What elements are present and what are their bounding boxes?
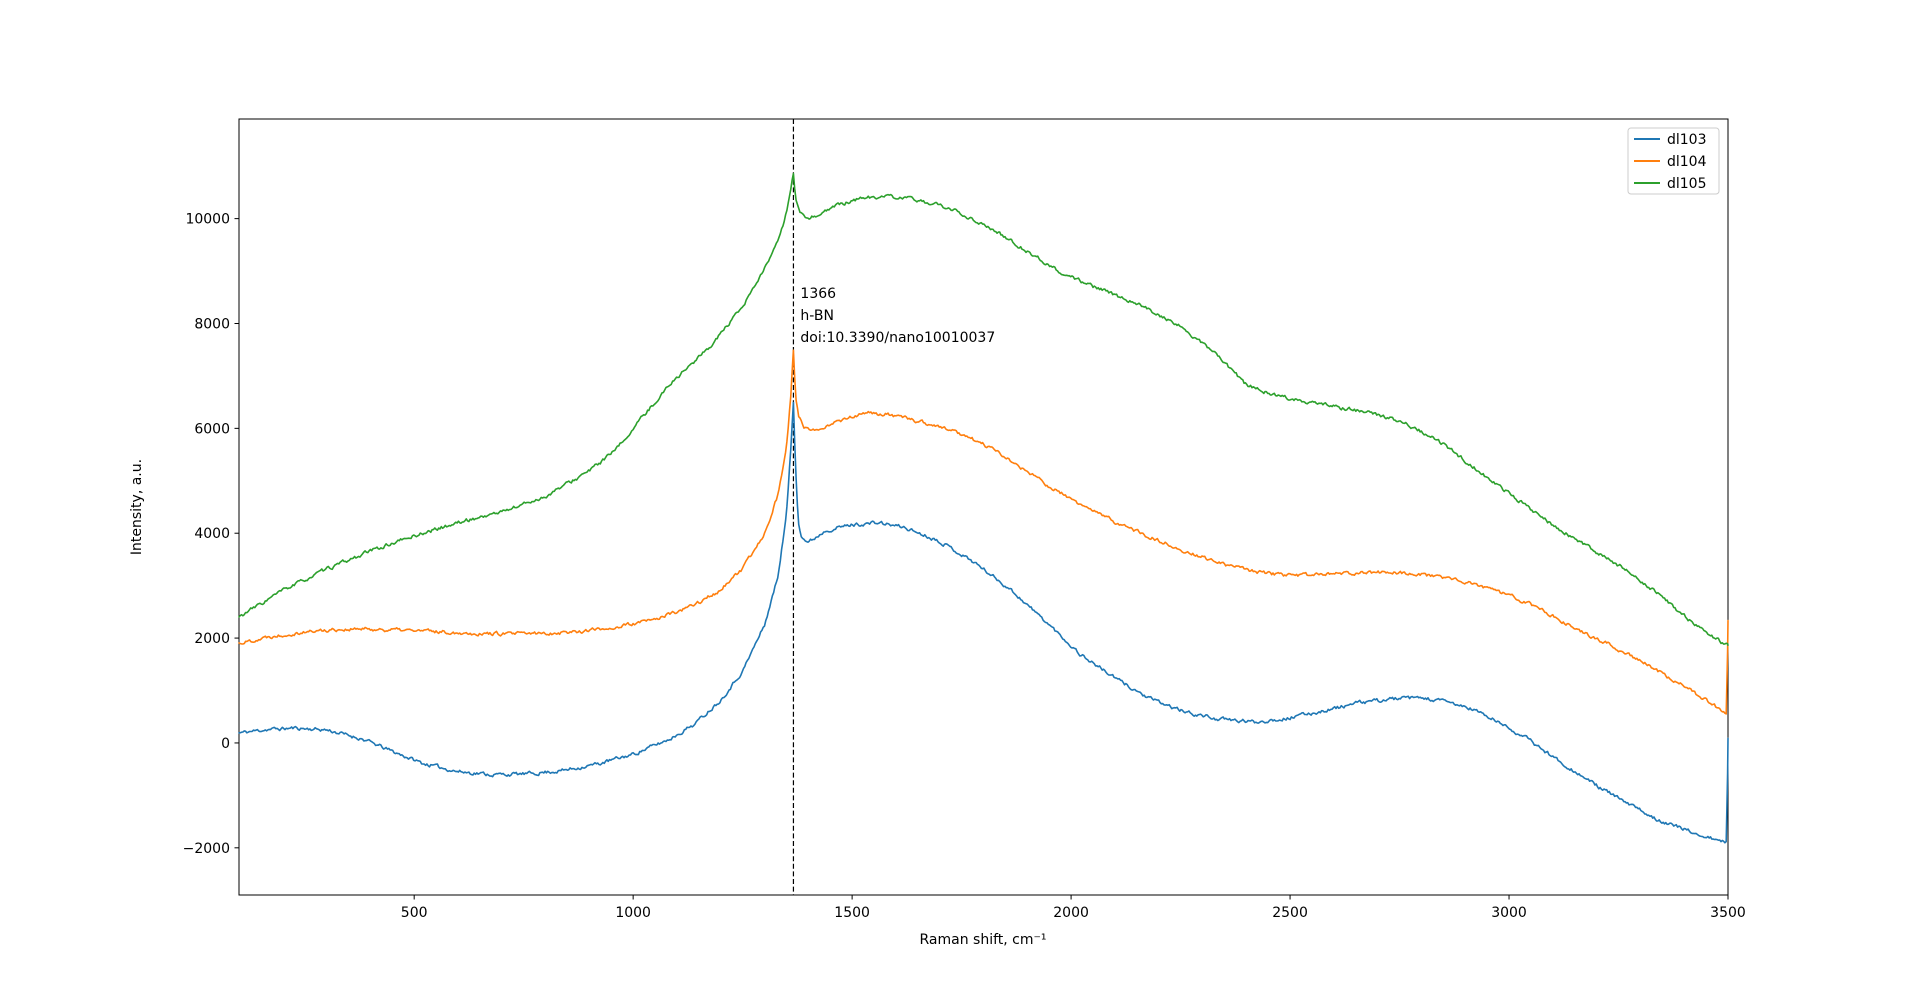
peak-annotation: 1366 h-BN doi:10.3390/nano10010037 xyxy=(800,286,995,346)
annotation-line-1: 1366 xyxy=(800,286,836,302)
y-tick-label: 0 xyxy=(221,736,230,752)
series-lines xyxy=(238,172,1729,844)
y-tick-label: 10000 xyxy=(185,212,230,228)
y-tick-label: 6000 xyxy=(194,421,230,437)
y-axis-label: Intensity, a.u. xyxy=(129,459,145,555)
x-tick-label: 500 xyxy=(401,905,428,921)
x-tick-label: 2000 xyxy=(1053,905,1089,921)
y-tick-label: 2000 xyxy=(194,631,230,647)
series-dl103 xyxy=(238,401,1729,844)
legend-label-dl104: dl104 xyxy=(1667,154,1707,170)
x-tick-label: 2500 xyxy=(1272,905,1308,921)
x-tick-label: 1000 xyxy=(615,905,651,921)
legend-box xyxy=(1627,127,1720,195)
x-ticks: 500 1000 1500 2000 2500 3000 3500 xyxy=(401,895,1746,921)
y-tick-label: 8000 xyxy=(194,316,230,332)
y-tick-label: −2000 xyxy=(183,841,230,857)
axes-border xyxy=(238,118,1729,896)
annotation-line-2: h-BN xyxy=(800,308,834,324)
y-ticks: −2000 0 2000 4000 6000 8000 10000 xyxy=(183,212,239,857)
legend-label-dl105: dl105 xyxy=(1667,176,1707,192)
legend: dl103 dl104 dl105 xyxy=(1627,127,1720,195)
series-dl104 xyxy=(238,349,1729,715)
x-tick-label: 3000 xyxy=(1491,905,1527,921)
series-dl105 xyxy=(238,172,1729,646)
legend-label-dl103: dl103 xyxy=(1667,132,1707,148)
x-axis-label: Raman shift, cm⁻¹ xyxy=(919,932,1046,948)
y-tick-label: 4000 xyxy=(194,526,230,542)
x-tick-label: 3500 xyxy=(1710,905,1746,921)
annotation-line-3: doi:10.3390/nano10010037 xyxy=(800,330,995,346)
x-tick-label: 1500 xyxy=(834,905,870,921)
